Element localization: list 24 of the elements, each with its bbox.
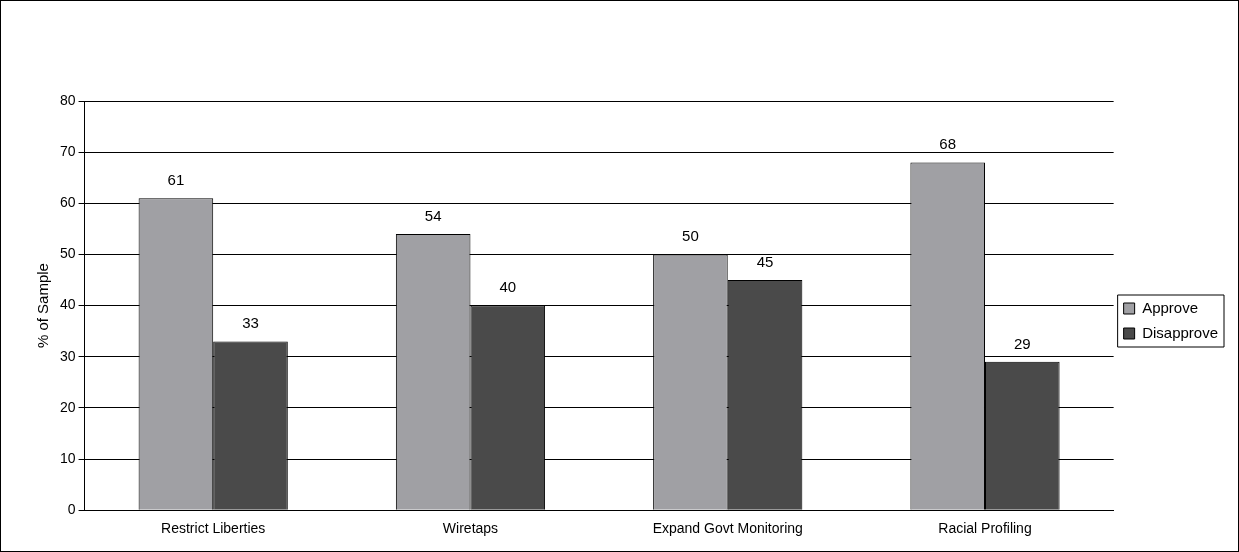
y-tick-label: 10 <box>59 449 76 466</box>
data-label: 40 <box>499 278 517 296</box>
legend-label: Disapprove <box>1142 323 1218 341</box>
data-label: 54 <box>424 206 442 224</box>
y-tick-label: 60 <box>59 194 76 211</box>
y-tick-label: 80 <box>59 91 76 108</box>
data-label: 29 <box>1013 334 1031 352</box>
y-tick-label: 20 <box>59 398 76 415</box>
y-axis-title: % of Sample <box>34 263 52 349</box>
y-tick-label: 70 <box>59 143 76 160</box>
y-tick-label: 30 <box>59 347 76 364</box>
x-tick-label: Racial Profiling <box>938 520 1032 537</box>
data-label: 33 <box>242 314 259 332</box>
x-tick-label: Wiretaps <box>442 520 499 537</box>
y-tick-label: 40 <box>59 296 76 313</box>
data-label: 45 <box>756 252 774 270</box>
x-tick-label: Expand Govt Monitoring <box>652 520 803 537</box>
x-tick-label: Restrict Liberties <box>161 520 266 537</box>
y-tick-label: 0 <box>67 501 76 518</box>
legend-label: Approve <box>1142 298 1198 316</box>
data-label: 50 <box>682 227 699 245</box>
data-label: 61 <box>167 170 185 188</box>
data-label: 68 <box>939 135 957 153</box>
y-tick-label: 50 <box>59 245 76 262</box>
